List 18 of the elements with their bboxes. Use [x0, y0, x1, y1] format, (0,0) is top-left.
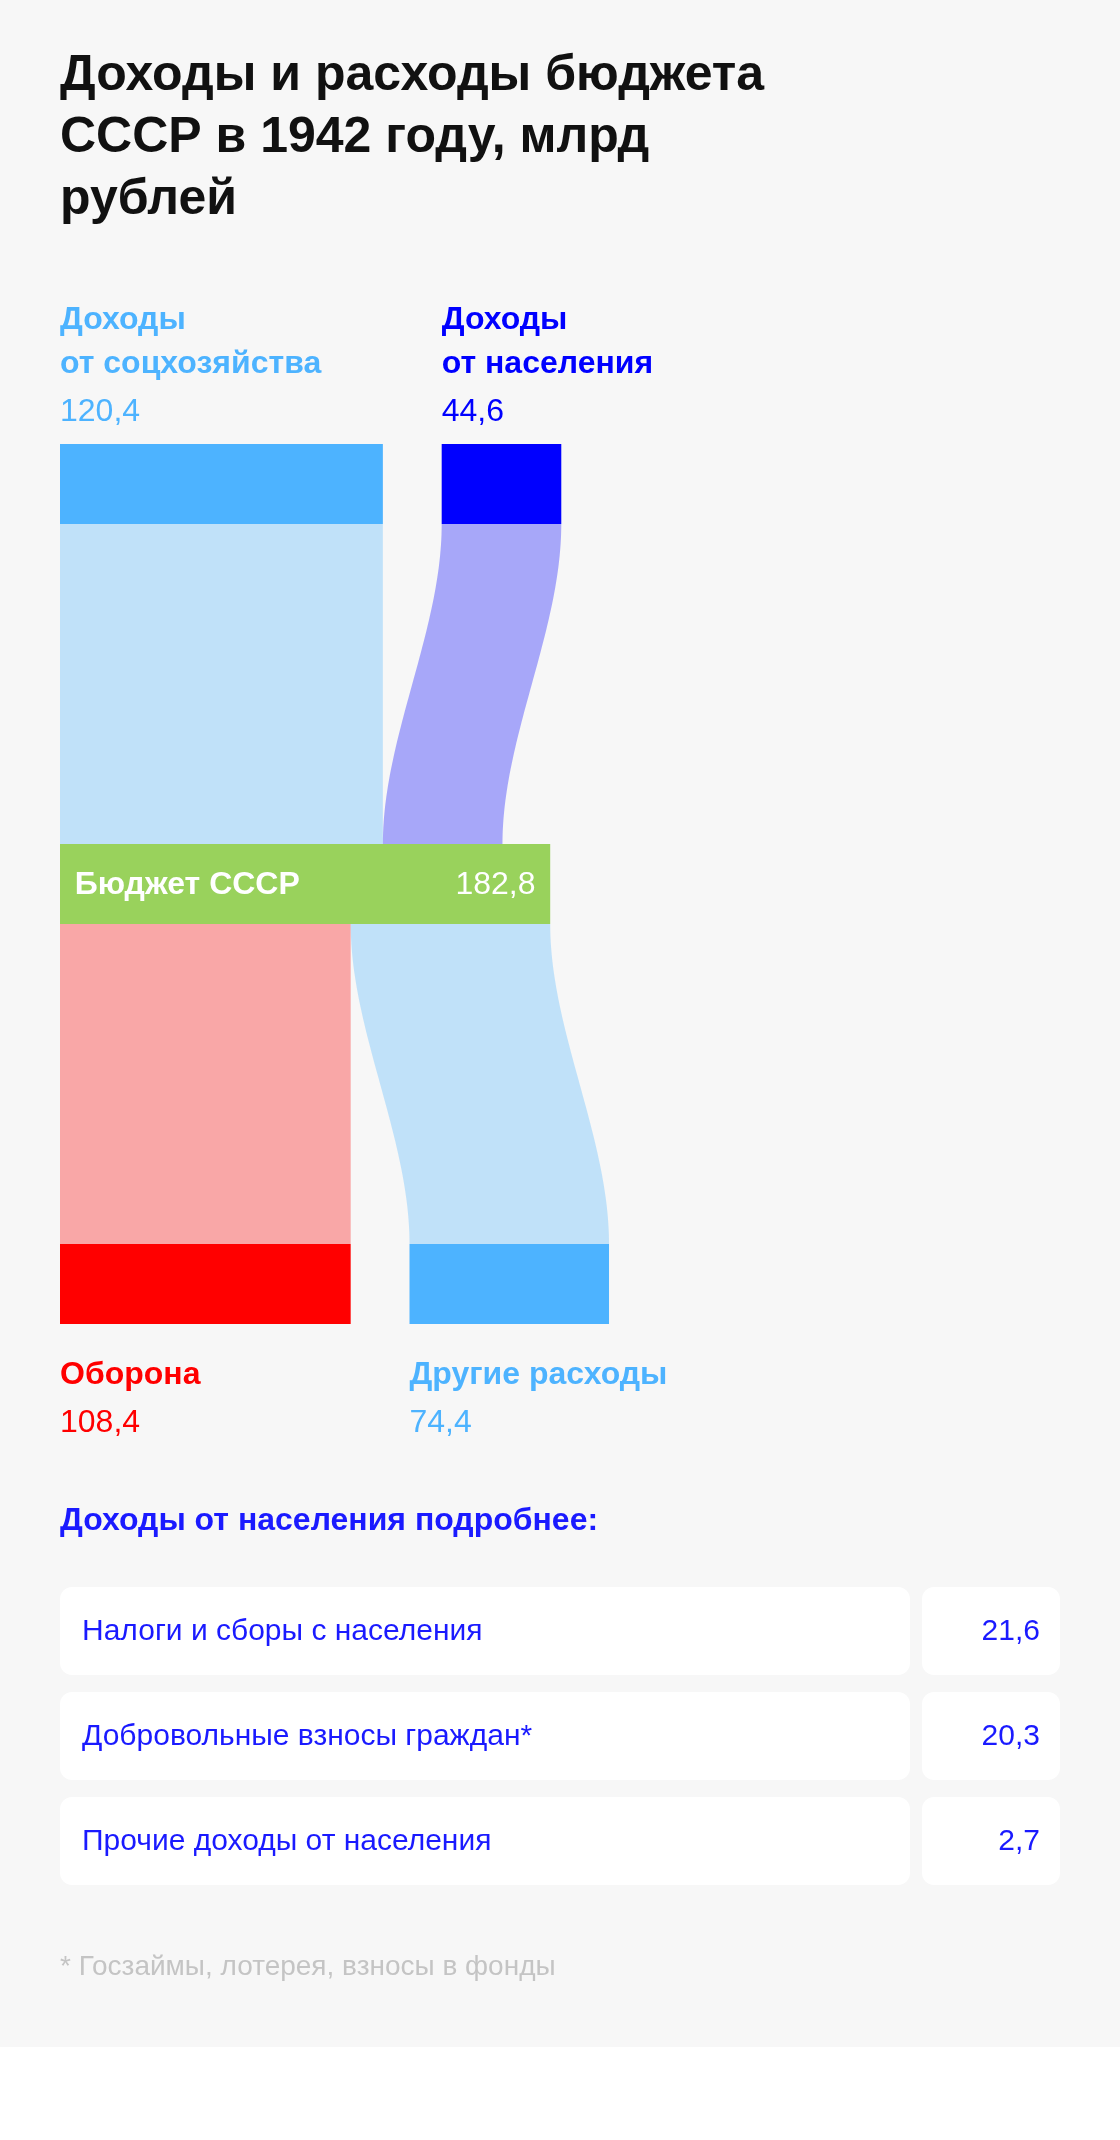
category-label: Доходы от соцхозяйства [60, 300, 322, 380]
category-label: Добровольные взносы граждан* [82, 1718, 533, 1751]
category-label: Бюджет СССР [74, 865, 300, 901]
data-label: 182,8 [455, 865, 536, 901]
data-label: 21,6 [981, 1613, 1040, 1646]
data-label: 108,4 [60, 1403, 141, 1439]
text: Доходы и расходы бюджета СССР в 1942 году, млрд рублей [60, 45, 766, 225]
data-label: 44,6 [441, 392, 504, 428]
category-label: Другие расходы [409, 1355, 668, 1391]
category-label: Налоги и сборы с населения [82, 1613, 483, 1646]
text: Доходы от населения подробнее: [60, 1501, 599, 1537]
data-label: 2,7 [998, 1823, 1040, 1856]
data-label: 120,4 [60, 392, 141, 428]
category-label: Доходы от населения [441, 300, 654, 380]
category-label: Прочие доходы от населения [82, 1823, 492, 1856]
category-label: Оборона [60, 1355, 201, 1391]
data-label: 20,3 [981, 1718, 1040, 1751]
data-label: 74,4 [409, 1403, 472, 1439]
